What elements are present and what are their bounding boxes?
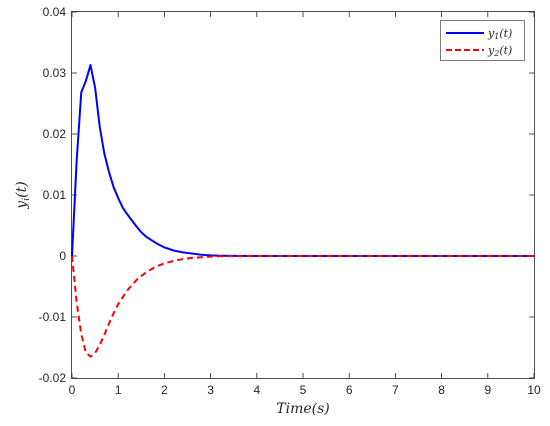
x-tick-label: 3 [207,383,214,397]
y-tick-label: 0.01 [43,188,67,202]
series-line-2 [71,255,534,358]
x-tick-label: 1 [115,383,122,397]
legend: y1(t) y2(t) [440,20,525,61]
x-tick-label: 10 [527,383,541,397]
x-tick-label: 8 [438,383,445,397]
legend-entry-y2: y2(t) [487,44,512,58]
x-axis-label: Time(s) [276,401,329,417]
legend-box [440,20,525,61]
y-tick-label: 0.03 [43,66,67,80]
x-axis: 0 1 2 3 4 5 6 7 8 9 10 [69,12,541,397]
x-tick-label: 9 [484,383,491,397]
legend-entry-y1: y1(t) [487,27,512,41]
y-tick-label: -0.02 [39,371,67,385]
y-axis: -0.02 -0.01 0 0.01 0.02 0.03 0.04 [39,5,534,385]
x-tick-label: 7 [392,383,399,397]
y-axis-label: yi(t) [14,181,32,209]
series-layer [71,64,534,358]
y-tick-label: 0.04 [43,5,67,19]
plot-area [71,11,535,379]
y-tick-label: 0.02 [43,127,67,141]
x-tick-label: 5 [300,383,307,397]
x-tick-label: 0 [69,383,76,397]
x-tick-label: 4 [253,383,260,397]
x-tick-label: 6 [346,383,353,397]
x-tick-label: 2 [161,383,168,397]
y-tick-label: 0 [59,249,66,263]
y-tick-label: -0.01 [39,310,67,324]
